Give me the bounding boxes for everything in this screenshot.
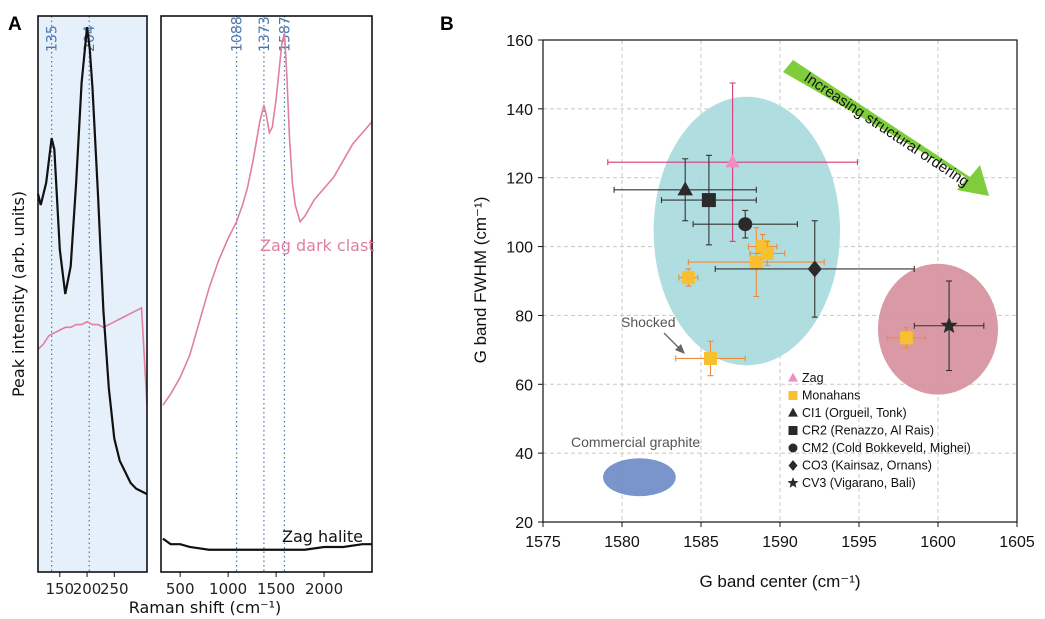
x-tick-label: 500 bbox=[166, 580, 195, 598]
x-tick-label: 150 bbox=[45, 580, 74, 598]
y-tick-label: 100 bbox=[506, 240, 533, 257]
legend-marker-cm2-cold-bokkeveld-mighei bbox=[788, 443, 798, 453]
x-tick-label: 2000 bbox=[305, 580, 343, 598]
data-point-monahans bbox=[681, 271, 695, 285]
data-point-co3-kainsaz-ornans bbox=[807, 260, 822, 278]
legend-label-cv3-vigarano-bali: CV3 (Vigarano, Bali) bbox=[802, 476, 916, 490]
panel-b-y-axis-label: G band FWHM (cm⁻¹) bbox=[471, 197, 490, 364]
panel-b-x-axis-label: G band center (cm⁻¹) bbox=[699, 572, 860, 591]
legend: Zag Monahans CI1 (Orgueil, Tonk) CR2 (Renaz… bbox=[787, 371, 971, 490]
legend-label-zag: Zag bbox=[802, 371, 824, 385]
legend-label-cr2-renazzo-al-rais: CR2 (Renazzo, Al Rais) bbox=[802, 424, 934, 438]
x-tick-label: 1580 bbox=[604, 534, 640, 551]
x-tick-label: 250 bbox=[100, 580, 129, 598]
x-tick-label: 200 bbox=[73, 580, 102, 598]
data-point-zag bbox=[725, 154, 740, 168]
series-line-zag-halite-right bbox=[162, 537, 372, 551]
legend-marker-co3-kainsaz-ornans bbox=[788, 460, 798, 471]
y-tick-label: 20 bbox=[515, 515, 533, 532]
commercial-graphite-region bbox=[603, 458, 676, 497]
data-point-cv3-vigarano-bali bbox=[940, 316, 958, 334]
panel-a-right-frame bbox=[160, 15, 373, 573]
x-tick-label: 1000 bbox=[209, 580, 247, 598]
x-tick-label: 1595 bbox=[841, 534, 877, 551]
series-line-zag-dark-clast-left bbox=[37, 306, 148, 406]
x-tick-label: 1600 bbox=[920, 534, 956, 551]
x-tick-label: 1590 bbox=[762, 534, 798, 551]
legend-label-co3-kainsaz-ornans: CO3 (Kainsaz, Ornans) bbox=[802, 459, 932, 473]
panel-a-y-axis-label: Peak intensity (arb. units) bbox=[9, 191, 28, 397]
legend-marker-cv3-vigarano-bali bbox=[787, 477, 799, 488]
panel-b-frame bbox=[542, 39, 1018, 523]
panel-a-left-frame bbox=[37, 15, 148, 573]
legend-marker-monahans bbox=[788, 391, 798, 400]
x-tick-label: 1500 bbox=[257, 580, 295, 598]
commercial-graphite-label: Commercial graphite bbox=[571, 434, 700, 450]
data-point-cr2-renazzo-al-rais bbox=[701, 193, 716, 208]
peak-marker-label: 1373 bbox=[257, 16, 273, 52]
legend-label-monahans: Monahans bbox=[802, 389, 860, 403]
panel-a-label: A bbox=[8, 14, 22, 35]
panel-b-label: B bbox=[440, 14, 454, 35]
data-point-monahans bbox=[899, 331, 913, 345]
panel-a-x-axis-label: Raman shift (cm⁻¹) bbox=[129, 598, 282, 617]
data-point-cm2-cold-bokkeveld-mighei bbox=[738, 217, 753, 232]
data-point-monahans bbox=[760, 246, 774, 260]
x-tick-label: 1575 bbox=[525, 534, 561, 551]
x-tick-label: 1585 bbox=[683, 534, 719, 551]
annotation-zag-dark-clast: Zag dark clast bbox=[260, 236, 375, 255]
shocked-arrow-head bbox=[675, 344, 685, 354]
data-point-ci1-orgueil-tonk bbox=[677, 181, 693, 196]
legend-marker-ci1-orgueil-tonk bbox=[788, 407, 798, 417]
series-line-zag-halite-left bbox=[36, 26, 148, 496]
legend-marker-zag bbox=[788, 372, 798, 382]
y-tick-label: 80 bbox=[515, 308, 533, 325]
shocked-label: Shocked bbox=[621, 314, 675, 330]
peak-marker-label: 1088 bbox=[230, 16, 246, 52]
y-tick-label: 120 bbox=[506, 171, 533, 188]
y-tick-label: 160 bbox=[506, 33, 533, 50]
y-tick-label: 40 bbox=[515, 446, 533, 463]
peak-marker-label: 135 bbox=[45, 25, 61, 52]
data-point-monahans bbox=[703, 351, 717, 365]
structural-ordering-arrow bbox=[783, 60, 989, 196]
legend-label-cm2-cold-bokkeveld-mighei: CM2 (Cold Bokkeveld, Mighei) bbox=[802, 441, 971, 455]
legend-label-ci1-orgueil-tonk: CI1 (Orgueil, Tonk) bbox=[802, 406, 907, 420]
y-tick-label: 60 bbox=[515, 377, 533, 394]
legend-marker-cr2-renazzo-al-rais bbox=[788, 426, 798, 435]
shocked-arrow-line bbox=[663, 332, 681, 350]
cluster-region-blue bbox=[653, 96, 841, 366]
cluster-region-red bbox=[877, 263, 999, 395]
x-tick-label: 1605 bbox=[999, 534, 1035, 551]
data-point-monahans bbox=[749, 255, 763, 269]
y-tick-label: 140 bbox=[506, 102, 533, 119]
annotation-zag-halite: Zag halite bbox=[282, 527, 363, 546]
series-line-zag-dark-clast-right bbox=[162, 32, 373, 406]
